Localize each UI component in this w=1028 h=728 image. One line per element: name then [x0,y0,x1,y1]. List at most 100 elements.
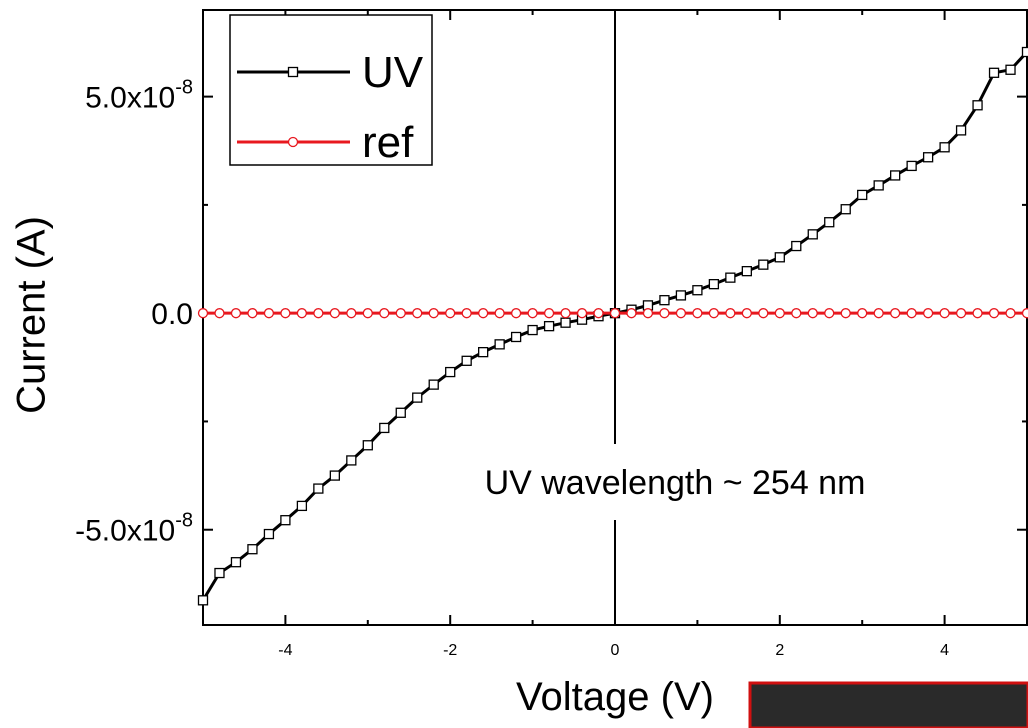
data-point [774,252,785,263]
data-point [725,308,736,319]
data-point [922,152,934,163]
data-point [214,567,225,579]
data-point [412,308,423,319]
data-point [329,470,340,481]
data-point [955,308,967,319]
y-tick-label-exponent: -8 [175,77,193,99]
y-tick-label-base: -5.0x10 [75,515,175,548]
data-point [543,308,555,319]
data-point [527,308,538,319]
data-point [1021,46,1028,58]
data-point [214,308,225,319]
data-point [247,544,258,555]
data-point [692,308,703,319]
data-point [379,422,390,434]
data-point [510,331,522,343]
data-point [840,308,851,319]
x-tick-label: -2 [443,642,457,659]
data-point [461,308,472,319]
data-point [280,308,291,319]
data-point [741,308,752,319]
data-point [791,240,802,252]
data-point [329,308,340,319]
legend-label: ref [362,118,414,167]
data-point [939,142,950,153]
data-point [791,308,802,319]
data-point [346,308,357,319]
legend-box [229,14,433,166]
x-tick-label: 2 [775,642,784,659]
y-axis-title: Current (A) [10,216,54,414]
data-point [263,308,275,319]
data-point [857,189,868,201]
data-point [988,67,1000,78]
data-point [346,455,357,466]
data-point [922,308,934,319]
data-point [708,279,720,290]
data-point [824,217,835,228]
data-point [955,125,967,136]
data-point [972,100,983,111]
data-point [593,308,604,319]
data-point [675,290,687,301]
data-point [1005,64,1016,75]
x-tick-label: -4 [278,642,292,659]
data-point [576,308,588,319]
legend-label: UV [362,48,424,97]
data-point [313,308,324,319]
data-point [478,346,489,358]
data-point [510,308,522,319]
data-point [692,285,703,296]
data-point [445,366,456,378]
data-point [675,308,687,319]
x-axis-title: Voltage (V) [516,675,714,719]
legend-marker [287,66,299,78]
inset-image [748,681,1028,728]
y-tick-label: -5.0x10-8 [75,510,193,548]
data-point [362,308,373,319]
data-point [247,308,258,319]
data-point [197,308,209,319]
data-point [395,407,406,418]
data-point [873,180,884,191]
data-point [873,308,884,319]
annotation: UV wavelength ~ 254 nm [485,464,866,502]
data-point [313,483,324,494]
data-point [890,170,901,181]
data-point [774,308,785,319]
data-point [527,324,538,336]
data-point [906,308,917,319]
data-point [461,355,472,366]
data-point [1005,308,1016,319]
data-point [560,317,571,328]
data-point [197,595,209,606]
data-point [263,528,275,540]
data-point [560,308,571,319]
data-point [362,440,373,451]
data-point [428,379,439,390]
data-point [494,308,505,319]
data-point [890,308,901,319]
data-point [906,160,917,172]
data-point [807,229,818,240]
data-point [626,308,637,319]
y-tick-label: 5.0x10-8 [85,77,193,115]
y-tick-label: 0.0 [151,298,193,331]
data-point [741,266,752,277]
annotation-background [480,444,870,520]
y-tick-label-base: 0.0 [151,298,193,331]
data-point [758,259,769,270]
data-point [428,308,439,319]
data-point [988,308,1000,319]
y-tick-label-exponent: -8 [175,510,193,532]
data-point [494,339,505,350]
data-point [840,204,851,215]
data-point [296,308,308,319]
data-point [939,308,950,319]
data-point [543,321,555,332]
data-point [659,295,670,306]
data-point [478,308,489,319]
data-point [659,308,670,319]
